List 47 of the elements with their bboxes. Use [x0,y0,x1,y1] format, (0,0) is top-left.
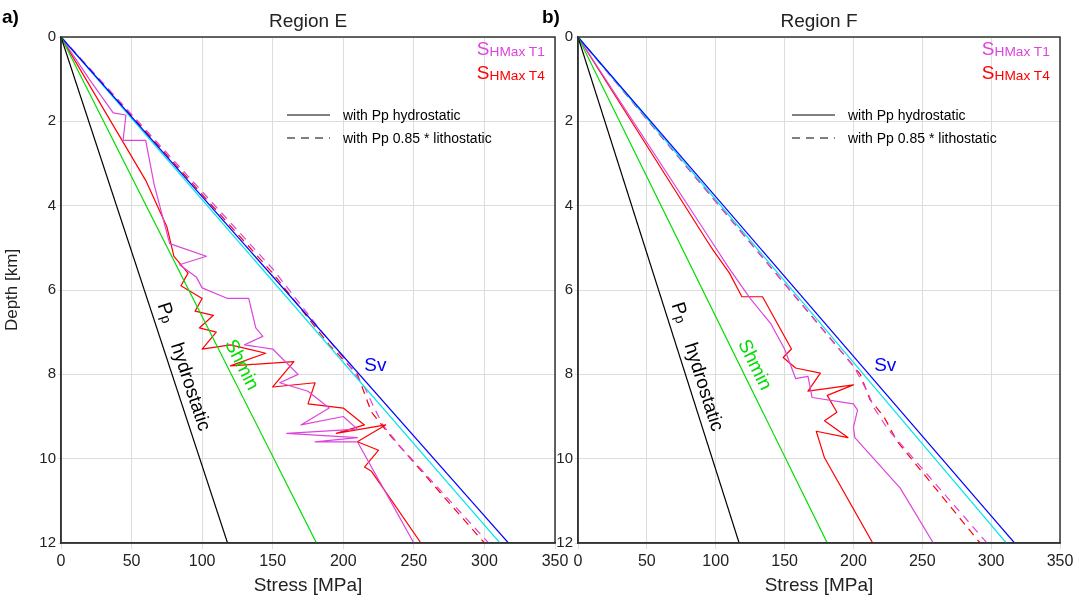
annotation: with Pp 0.85 * lithostatic [847,130,997,146]
text: Shmin [734,335,777,394]
x-tick-label: 100 [702,552,730,570]
text: SHMax T1 [981,38,1050,59]
x-tick-label: 100 [188,552,216,570]
annotation: with Pp hydrostatic [847,107,966,123]
chart-title: Region E [268,10,348,31]
y-tick-label: 12 [556,533,573,551]
x-tick-label: 150 [771,552,799,570]
y-tick-label: 8 [47,364,56,382]
x-axis-title: Stress [MPa] [764,573,874,595]
y-tick-label: 2 [564,111,573,129]
text: SHMax T4 [476,62,546,83]
y-tick-label: 10 [556,448,573,466]
y-tick-label: 0 [47,27,56,45]
chart-title: Region F [780,10,858,31]
y-tick-label: 10 [39,448,56,466]
y-tick-label: 0 [564,27,573,45]
x-tick-label: 350 [1046,552,1074,570]
text: SHMax T4 [981,62,1051,83]
annotation: with Pp hydrostatic [342,107,461,123]
y-tick-label: 6 [564,280,573,298]
series-label: Sv [364,353,387,375]
y-tick-label: 4 [47,195,56,213]
x-tick-label: 50 [637,552,656,570]
x-axis-title: Stress [MPa] [253,573,363,595]
annotation: with Pp 0.85 * lithostatic [342,130,492,146]
x-tick-label: 200 [329,552,357,570]
x-tick-label: 250 [400,552,428,570]
x-tick-label: 150 [259,552,287,570]
text: a) [2,6,19,27]
x-tick-label: 50 [122,552,141,570]
x-tick-label: 250 [908,552,936,570]
series-label: Sv [874,353,897,375]
text: b) [542,6,560,27]
x-tick-label: 300 [471,552,498,570]
y-tick-label: 6 [47,280,56,298]
text: Shmin [221,335,265,394]
text: SHMax T1 [476,38,545,59]
y-axis-title: Depth [km] [1,248,21,332]
y-tick-label: 12 [39,533,56,551]
x-tick-label: 350 [541,552,569,570]
y-tick-label: 8 [564,364,573,382]
x-tick-label: 300 [977,552,1005,570]
x-tick-label: 200 [840,552,867,570]
y-tick-label: 2 [47,111,56,129]
y-tick-label: 4 [564,195,573,213]
